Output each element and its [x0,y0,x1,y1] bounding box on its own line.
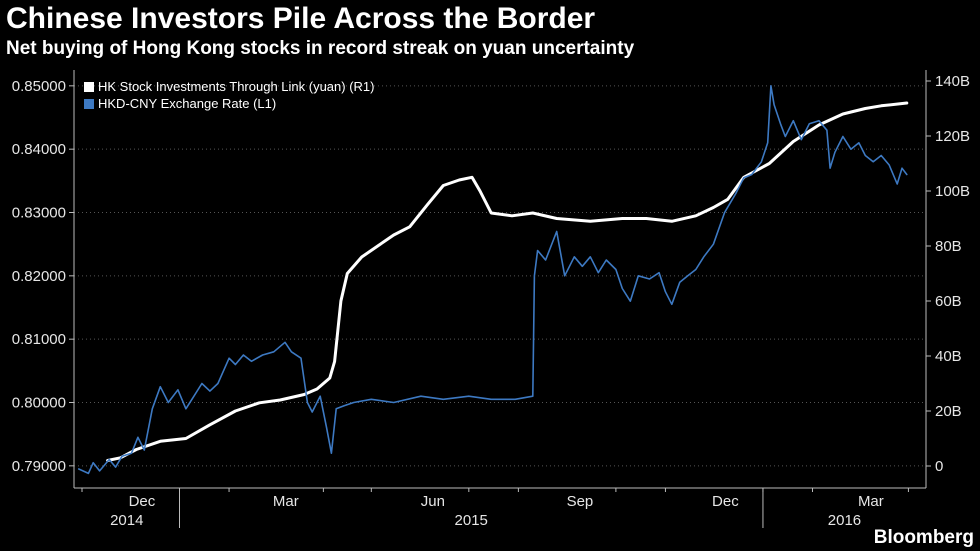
left-tick-label: 0.82000 [12,268,66,285]
right-tick-label: 80B [935,238,962,255]
legend-item-exchange-rate: HKD-CNY Exchange Rate (L1) [84,95,375,112]
legend-label-hk-investments: HK Stock Investments Through Link (yuan)… [98,79,375,94]
legend-swatch-blue [84,98,94,109]
right-tick-label: 60B [935,293,962,310]
left-tick-label: 0.79000 [12,458,66,475]
right-tick-label: 20B [935,403,962,420]
x-month-label: Mar [273,493,299,510]
x-month-label: Jun [421,493,445,510]
left-tick-label: 0.83000 [12,205,66,222]
chart-legend: HK Stock Investments Through Link (yuan)… [84,78,375,112]
x-year-label: 2015 [455,512,488,529]
right-tick-label: 120B [935,128,970,145]
x-month-label: Dec [129,493,156,510]
legend-item-hk-investments: HK Stock Investments Through Link (yuan)… [84,78,375,95]
bloomberg-logo: Bloomberg [873,527,974,548]
x-year-label: 2016 [828,512,861,529]
x-month-label: Sep [567,493,594,510]
series-line-exchange-rate [78,85,908,475]
legend-label-exchange-rate: HKD-CNY Exchange Rate (L1) [98,96,277,111]
right-tick-label: 100B [935,183,970,200]
right-tick-label: 0 [935,458,943,475]
right-tick-label: 140B [935,73,970,90]
x-month-label: Dec [712,493,739,510]
left-tick-label: 0.84000 [12,141,66,158]
right-tick-label: 40B [935,348,962,365]
left-tick-label: 0.80000 [12,395,66,412]
left-tick-label: 0.85000 [12,78,66,95]
legend-swatch-white [84,81,94,92]
series-line-hk-investments [106,101,909,462]
x-year-label: 2014 [110,512,143,529]
chart-subtitle: Net buying of Hong Kong stocks in record… [6,38,635,59]
x-month-label: Mar [858,493,884,510]
chart-title: Chinese Investors Pile Across the Border [6,2,596,35]
left-tick-label: 0.81000 [12,331,66,348]
